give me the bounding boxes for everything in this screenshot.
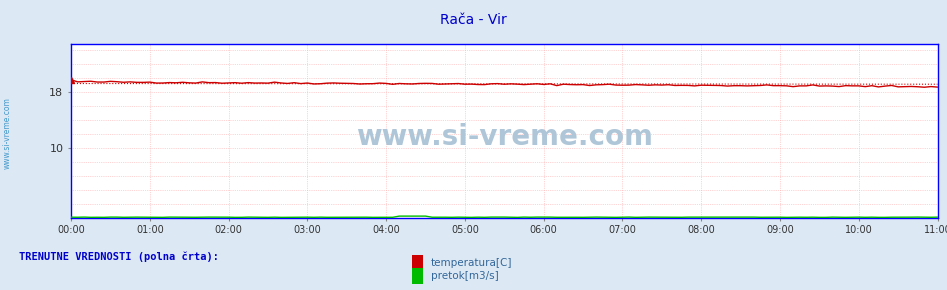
- Text: Rača - Vir: Rača - Vir: [440, 13, 507, 27]
- Text: www.si-vreme.com: www.si-vreme.com: [356, 124, 652, 151]
- Text: temperatura[C]: temperatura[C]: [431, 258, 512, 268]
- Text: www.si-vreme.com: www.si-vreme.com: [3, 97, 12, 169]
- Text: TRENUTNE VREDNOSTI (polna črta):: TRENUTNE VREDNOSTI (polna črta):: [19, 251, 219, 262]
- Text: pretok[m3/s]: pretok[m3/s]: [431, 271, 499, 281]
